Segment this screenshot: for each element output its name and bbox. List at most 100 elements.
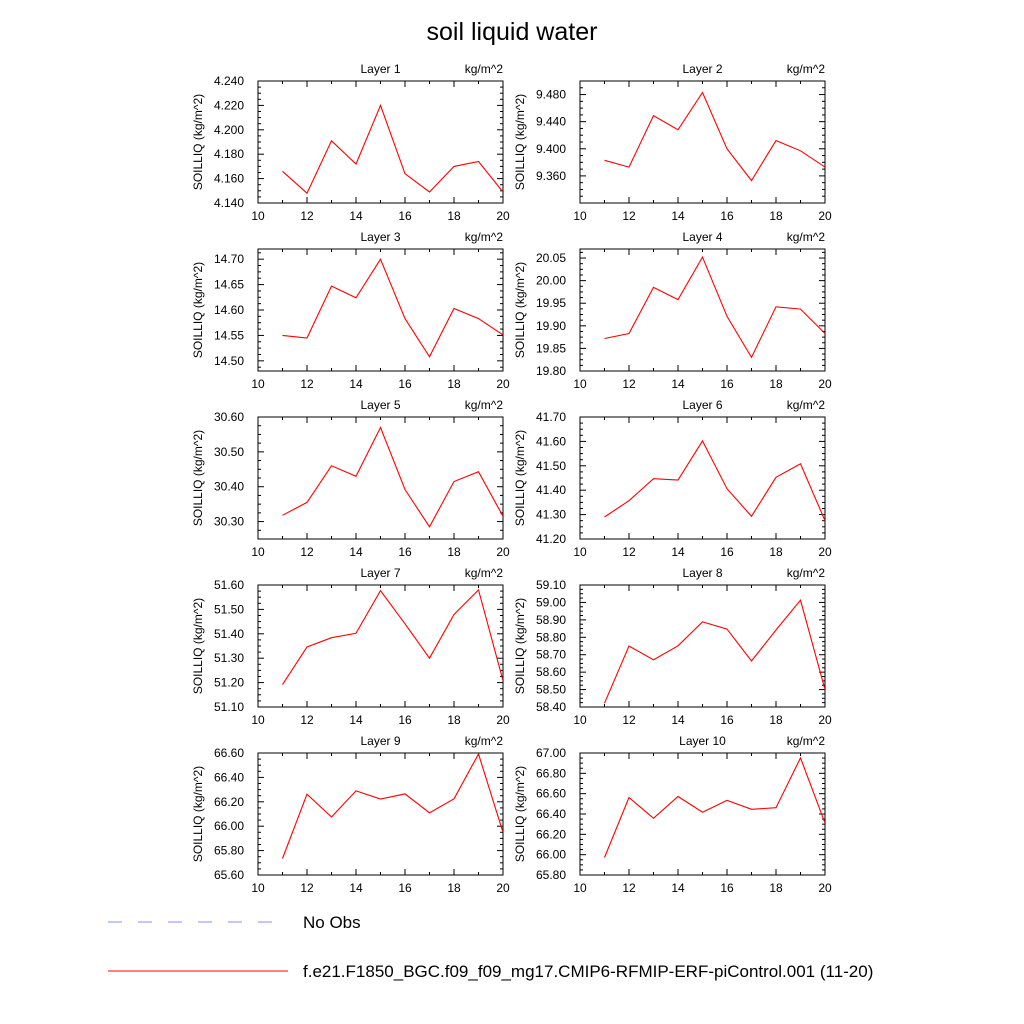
panel-title: Layer 5 [360, 398, 400, 412]
x-tick-label: 12 [622, 545, 636, 559]
panel-title: Layer 3 [360, 230, 400, 244]
y-tick-label: 9.440 [536, 115, 566, 129]
y-tick-label: 59.00 [536, 595, 566, 609]
panel-units: kg/m^2 [787, 62, 826, 76]
y-tick-label: 4.220 [214, 98, 244, 112]
series-line [282, 103, 503, 195]
x-tick-label: 12 [300, 713, 314, 727]
panel-layer-10: Layer 10 kg/m^2 10 12 14 16 18 20 65.80 66.00 66.2… [513, 734, 832, 895]
y-tick-label: 9.400 [536, 142, 566, 156]
x-tick-label: 18 [769, 377, 783, 391]
x-tick-label: 10 [251, 713, 265, 727]
y-tick-label: 66.40 [214, 770, 244, 784]
y-tick-label: 20.05 [536, 251, 566, 265]
y-axis-label: SOILLIQ (kg/m^2) [191, 94, 205, 190]
legend: No Obs f.e21.F1850_BGC.f09_f09_mg17.CMIP6… [108, 913, 873, 981]
y-tick-label: 58.70 [536, 648, 566, 662]
panel-title: Layer 8 [682, 566, 722, 580]
x-tick-label: 10 [573, 377, 587, 391]
panel-layer-9: Layer 9 kg/m^2 10 12 14 16 18 20 65.60 65.80 66.00… [191, 734, 510, 895]
panel-layer-2: Layer 2 kg/m^2 10 12 14 16 18 20 9.360 9.400 9.440… [513, 62, 832, 223]
y-tick-label: 51.60 [214, 578, 244, 592]
x-tick-label: 18 [447, 881, 461, 895]
y-tick-label: 51.50 [214, 602, 244, 616]
series-line [281, 753, 503, 859]
panel-layer-3: Layer 3 kg/m^2 10 12 14 16 18 20 14.50 14.55 14.60… [191, 230, 510, 391]
panel-layer-5: Layer 5 kg/m^2 10 12 14 16 18 20 30.30 30.40 30.50… [191, 398, 510, 559]
x-tick-label: 14 [349, 545, 363, 559]
x-tick-label: 12 [622, 713, 636, 727]
x-tick-label: 12 [300, 377, 314, 391]
panel-units: kg/m^2 [787, 230, 826, 244]
y-tick-label: 4.160 [214, 172, 244, 186]
y-tick-label: 30.40 [214, 480, 244, 494]
y-tick-label: 4.180 [214, 147, 244, 161]
x-tick-label: 16 [398, 209, 412, 223]
y-tick-label: 51.30 [214, 651, 244, 665]
x-tick-label: 20 [818, 209, 832, 223]
panel-units: kg/m^2 [465, 230, 504, 244]
y-tick-label: 30.50 [214, 445, 244, 459]
y-tick-label: 14.65 [214, 278, 244, 292]
y-tick-label: 58.60 [536, 665, 566, 679]
plot-frame [257, 248, 504, 372]
y-axis-label: SOILLIQ (kg/m^2) [513, 430, 527, 526]
y-tick-label: 20.00 [536, 274, 566, 288]
panel-title: Layer 7 [360, 566, 400, 580]
y-axis-label: SOILLIQ (kg/m^2) [191, 766, 205, 862]
panel-grid: Layer 1 kg/m^2 10 12 14 16 18 20 4.140 4.160 4.180… [191, 62, 832, 895]
plot-frame [579, 416, 826, 540]
series-line [604, 439, 825, 521]
x-tick-label: 14 [349, 377, 363, 391]
x-tick-label: 20 [818, 377, 832, 391]
x-tick-label: 20 [818, 713, 832, 727]
x-tick-label: 18 [769, 209, 783, 223]
x-tick-label: 14 [671, 545, 685, 559]
x-tick-label: 16 [720, 209, 734, 223]
x-tick-label: 12 [622, 881, 636, 895]
panel-units: kg/m^2 [465, 398, 504, 412]
panel-title: Layer 6 [682, 398, 722, 412]
legend-label-1: No Obs [303, 913, 361, 932]
series-line [603, 599, 825, 704]
y-tick-label: 58.90 [536, 613, 566, 627]
y-tick-label: 66.80 [536, 766, 566, 780]
x-tick-label: 10 [573, 545, 587, 559]
y-tick-label: 41.60 [536, 434, 566, 448]
x-tick-label: 14 [671, 713, 685, 727]
x-tick-label: 14 [349, 209, 363, 223]
y-tick-label: 41.50 [536, 459, 566, 473]
y-tick-label: 19.90 [536, 319, 566, 333]
y-tick-label: 19.80 [536, 364, 566, 378]
y-tick-label: 66.20 [214, 795, 244, 809]
panel-title: Layer 4 [682, 230, 722, 244]
plot-frame [257, 752, 504, 876]
panel-layer-1: Layer 1 kg/m^2 10 12 14 16 18 20 4.140 4.160 4.180… [191, 62, 510, 223]
y-axis-label: SOILLIQ (kg/m^2) [513, 598, 527, 694]
panel-units: kg/m^2 [465, 566, 504, 580]
y-tick-label: 19.85 [536, 341, 566, 355]
x-tick-label: 16 [720, 377, 734, 391]
panel-layer-7: Layer 7 kg/m^2 10 12 14 16 18 20 51.10 51.20 51.30… [191, 566, 510, 727]
y-tick-label: 51.20 [214, 676, 244, 690]
legend-label-2: f.e21.F1850_BGC.f09_f09_mg17.CMIP6-RFMIP… [303, 962, 873, 981]
y-tick-label: 51.10 [214, 700, 244, 714]
x-tick-label: 16 [398, 545, 412, 559]
panel-layer-8: Layer 8 kg/m^2 10 12 14 16 18 20 58.40 58.50 58.60… [513, 566, 832, 727]
series-line [282, 426, 503, 528]
x-tick-label: 18 [769, 881, 783, 895]
y-tick-label: 67.00 [536, 746, 566, 760]
y-tick-label: 9.480 [536, 88, 566, 102]
x-tick-label: 14 [671, 209, 685, 223]
y-tick-label: 41.20 [536, 532, 566, 546]
x-tick-label: 16 [720, 713, 734, 727]
plot-frame [579, 752, 826, 876]
panel-units: kg/m^2 [465, 62, 504, 76]
y-tick-label: 66.20 [536, 827, 566, 841]
y-tick-label: 14.60 [214, 303, 244, 317]
x-tick-label: 20 [818, 545, 832, 559]
y-axis-label: SOILLIQ (kg/m^2) [191, 598, 205, 694]
y-tick-label: 4.200 [214, 123, 244, 137]
y-tick-label: 66.40 [536, 807, 566, 821]
x-tick-label: 10 [573, 209, 587, 223]
